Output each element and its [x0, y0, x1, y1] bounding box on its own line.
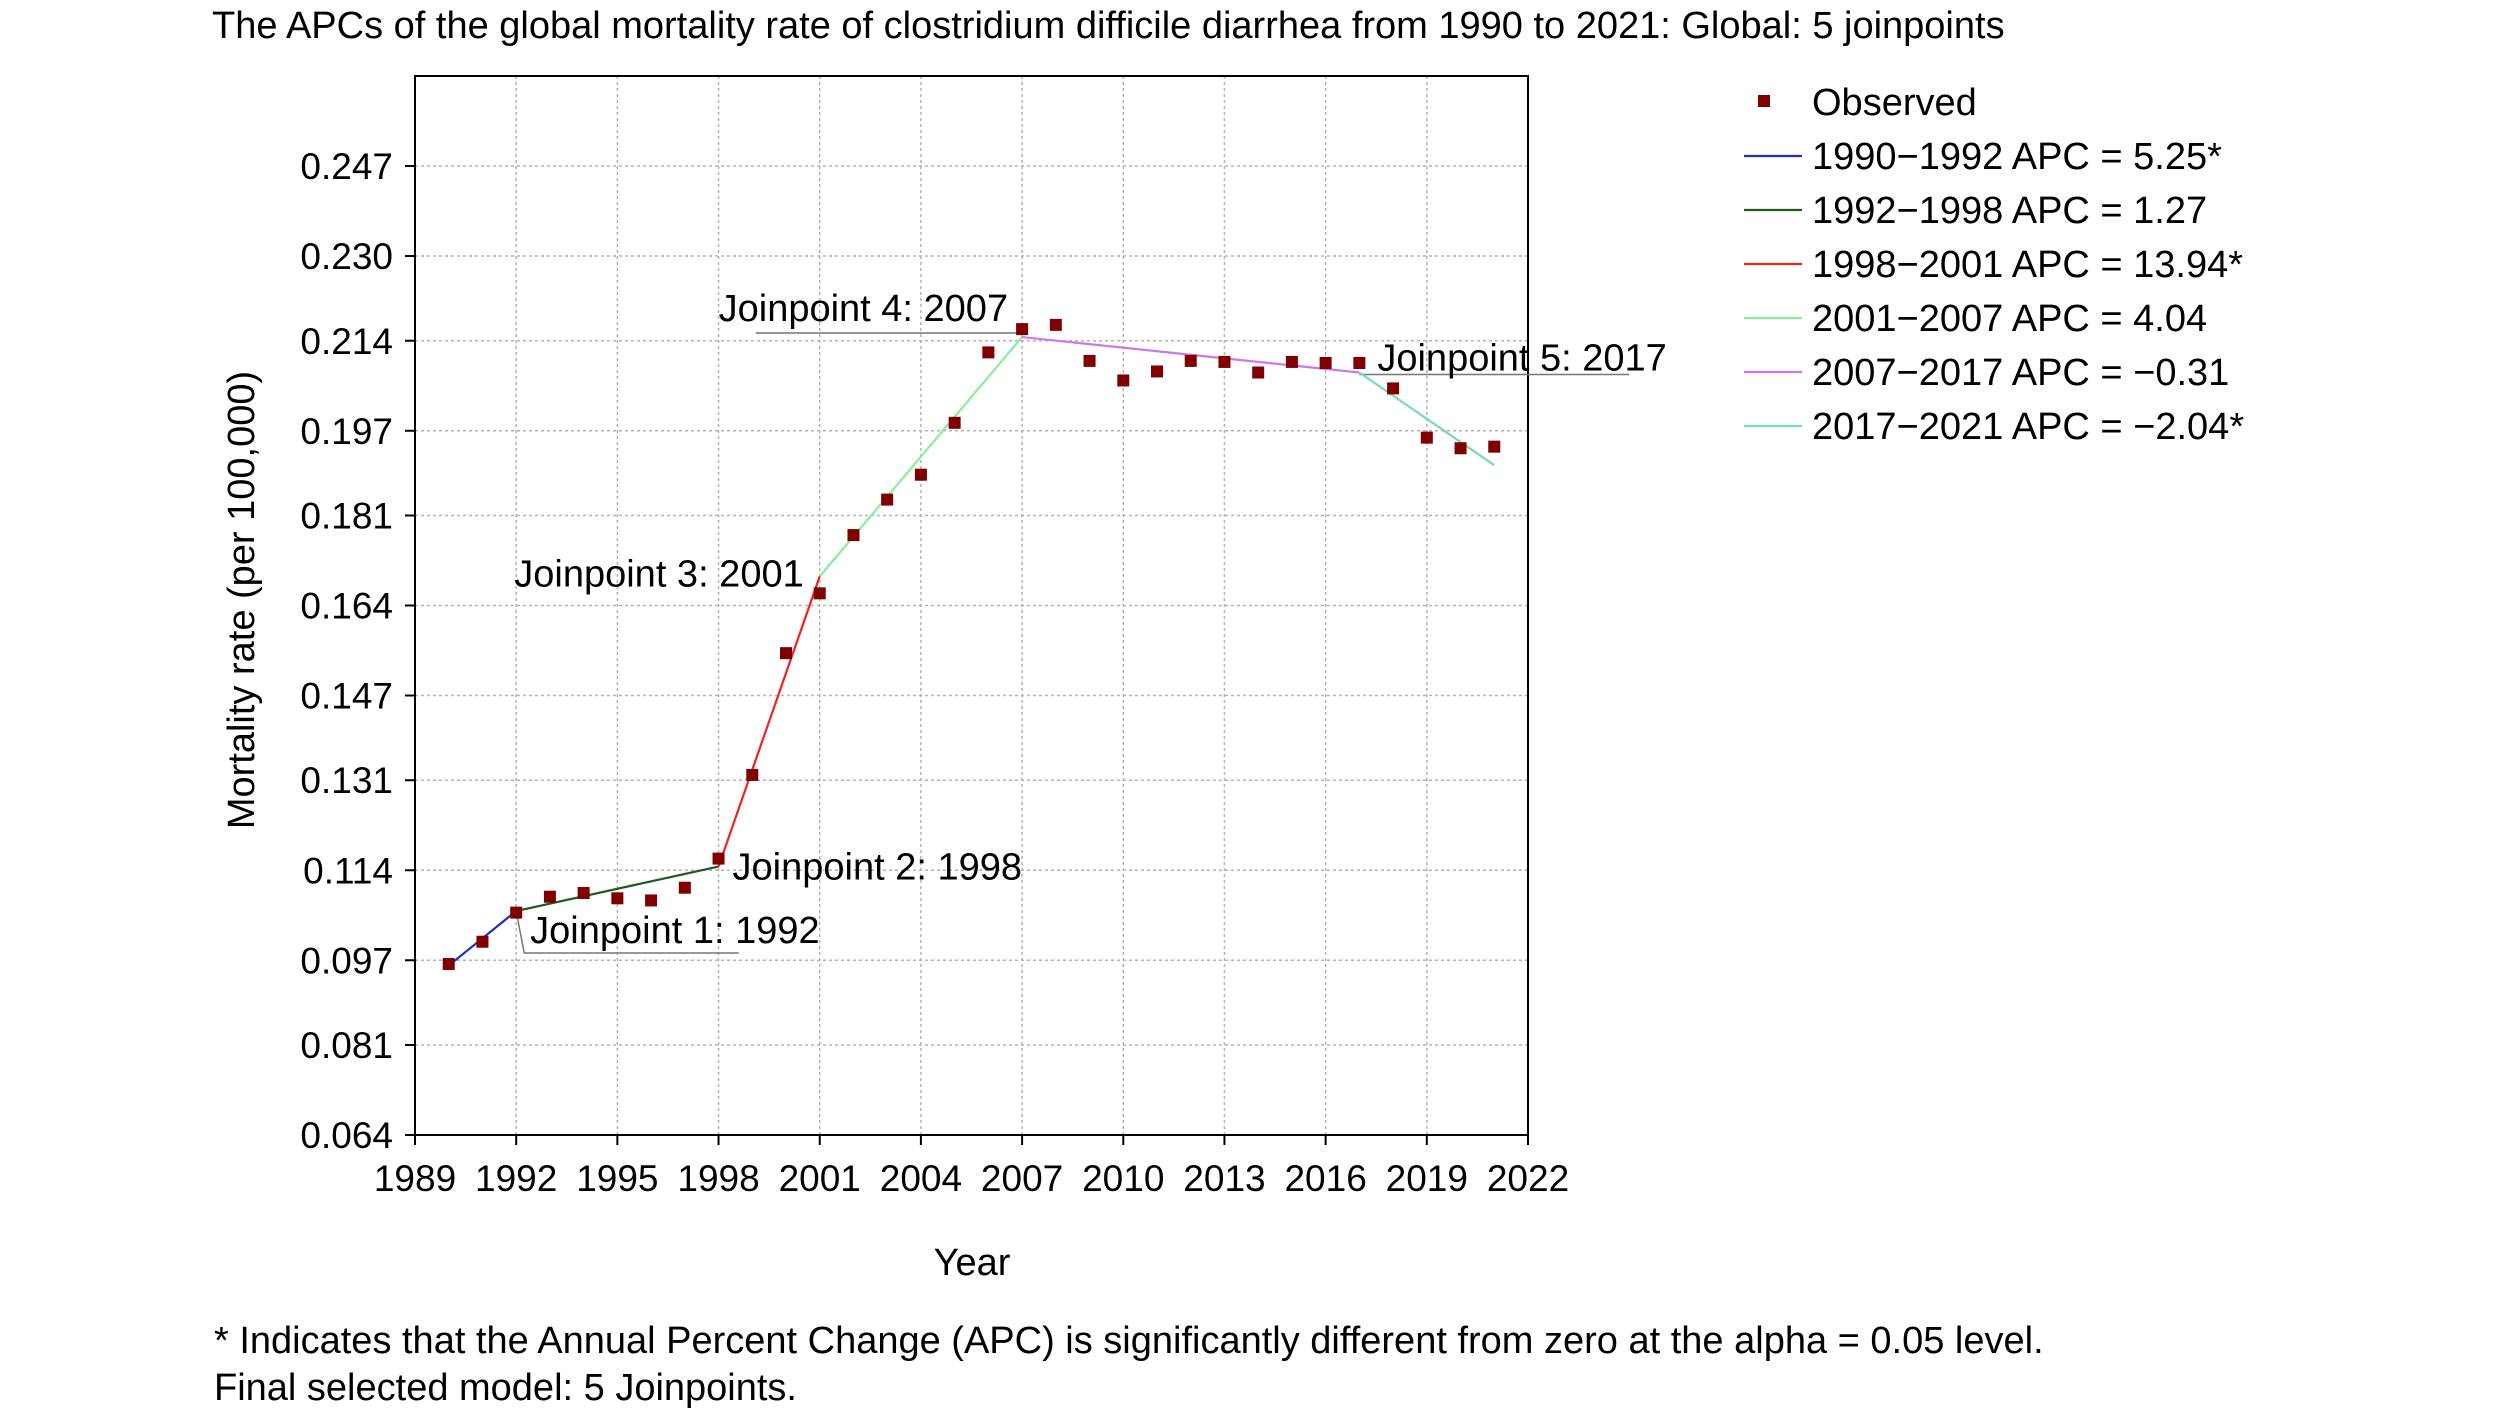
y-tick-label: 0.247	[300, 146, 393, 187]
observed-point	[847, 529, 860, 542]
annotation-leaders	[515, 332, 1630, 954]
legend-label-5: 2007−2017 APC = −0.31	[1812, 352, 2229, 394]
y-tick-label: 0.147	[300, 676, 393, 717]
axes: 1989 1992 1995 1998 2001 2004 2007 2010 2013 2016…	[300, 146, 1569, 1199]
y-tick-label: 0.064	[300, 1115, 393, 1156]
footnote-significance: * Indicates that the Annual Percent Chan…	[214, 1320, 2044, 1362]
observed-point	[746, 768, 759, 781]
y-tick-label: 0.114	[303, 850, 393, 891]
x-tick-label: 2001	[779, 1158, 861, 1199]
legend-marker-observed	[1758, 95, 1770, 107]
annotation-joinpoint-2: Joinpoint 2: 1998	[733, 847, 1022, 889]
legend-label-6: 2017−2021 APC = −2.04*	[1812, 406, 2244, 448]
y-tick-label: 0.081	[300, 1025, 393, 1066]
observed-point	[1319, 356, 1332, 369]
y-tick-label: 0.164	[300, 586, 393, 627]
annotation-joinpoint-5: Joinpoint 5: 2017	[1377, 338, 1666, 380]
annotation-joinpoint-1: Joinpoint 1: 1992	[530, 910, 819, 952]
legend-label-observed: Observed	[1812, 82, 1977, 124]
annotation-joinpoint-3: Joinpoint 3: 2001	[514, 553, 803, 595]
observed-point	[543, 890, 556, 903]
legend-label-1: 1990−1992 APC = 5.25*	[1812, 136, 2222, 178]
legend-label-4: 2001−2007 APC = 4.04	[1812, 298, 2207, 340]
trend-segment-5	[1021, 335, 1360, 374]
observed-points	[442, 318, 1501, 970]
x-tick-label: 1998	[677, 1158, 759, 1199]
observed-point	[1353, 356, 1366, 369]
y-tick-label: 0.097	[300, 940, 393, 981]
observed-point	[1083, 354, 1096, 367]
observed-point	[1420, 431, 1433, 444]
joinpoint-annotations: Joinpoint 1: 1992 Joinpoint 2: 1998 Joinpo…	[514, 288, 1667, 952]
x-tick-label: 1992	[475, 1158, 557, 1199]
grid-lines	[415, 76, 1528, 1135]
trend-segment-6	[1358, 371, 1495, 467]
leader-joinpoint-1	[515, 910, 739, 954]
observed-point	[1454, 442, 1467, 455]
observed-point	[780, 647, 792, 660]
observed-point	[678, 881, 691, 894]
observed-point	[1151, 365, 1163, 378]
observed-point	[948, 416, 961, 429]
plot-area-frame	[414, 75, 1529, 1136]
trend-segment-3	[717, 576, 821, 867]
observed-point	[1117, 374, 1130, 387]
chart-title: The APCs of the global mortality rate of…	[212, 5, 2005, 47]
observed-point	[1184, 354, 1197, 367]
y-tick-label: 0.131	[300, 760, 393, 801]
observed-point	[712, 852, 725, 865]
observed-point	[982, 346, 995, 359]
annotation-joinpoint-4: Joinpoint 4: 2007	[719, 288, 1008, 330]
observed-point	[1285, 355, 1298, 368]
observed-point	[914, 468, 927, 481]
y-axis-label: Mortality rate (per 100,000)	[221, 371, 263, 829]
legend-label-3: 1998−2001 APC = 13.94*	[1812, 244, 2243, 286]
x-tick-label: 2022	[1487, 1158, 1569, 1199]
observed-point	[645, 894, 658, 907]
x-tick-label: 1995	[576, 1158, 658, 1199]
x-tick-label: 2007	[981, 1158, 1063, 1199]
observed-point	[1218, 355, 1231, 368]
observed-point	[510, 906, 523, 919]
observed-point	[1049, 318, 1062, 331]
observed-point	[1387, 382, 1400, 395]
x-tick-label: 2010	[1082, 1158, 1164, 1199]
observed-point	[1252, 366, 1265, 379]
observed-point	[442, 957, 455, 970]
x-tick-label: 2019	[1386, 1158, 1468, 1199]
y-tick-label: 0.230	[300, 236, 393, 277]
legend-label-2: 1992−1998 APC = 1.27	[1812, 190, 2207, 232]
observed-point	[1488, 440, 1501, 453]
x-tick-label: 1989	[374, 1158, 456, 1199]
x-tick-label: 2013	[1183, 1158, 1265, 1199]
observed-point	[813, 587, 826, 600]
y-tick-label: 0.181	[300, 495, 393, 536]
footnote-model: Final selected model: 5 Joinpoints.	[214, 1367, 797, 1409]
x-tick-label: 2004	[880, 1158, 962, 1199]
trend-segment-2	[515, 865, 719, 913]
observed-point	[476, 935, 489, 948]
observed-point	[881, 493, 894, 506]
legend: Observed 1990−1992 APC = 5.25* 1992−1998 A…	[1744, 82, 2244, 448]
x-tick-label: 2016	[1284, 1158, 1366, 1199]
x-axis-label: Year	[934, 1242, 1011, 1284]
y-tick-label: 0.197	[300, 411, 393, 452]
observed-point	[611, 892, 624, 905]
observed-point	[1016, 323, 1029, 336]
observed-point	[577, 887, 590, 900]
y-tick-label: 0.214	[300, 321, 393, 362]
